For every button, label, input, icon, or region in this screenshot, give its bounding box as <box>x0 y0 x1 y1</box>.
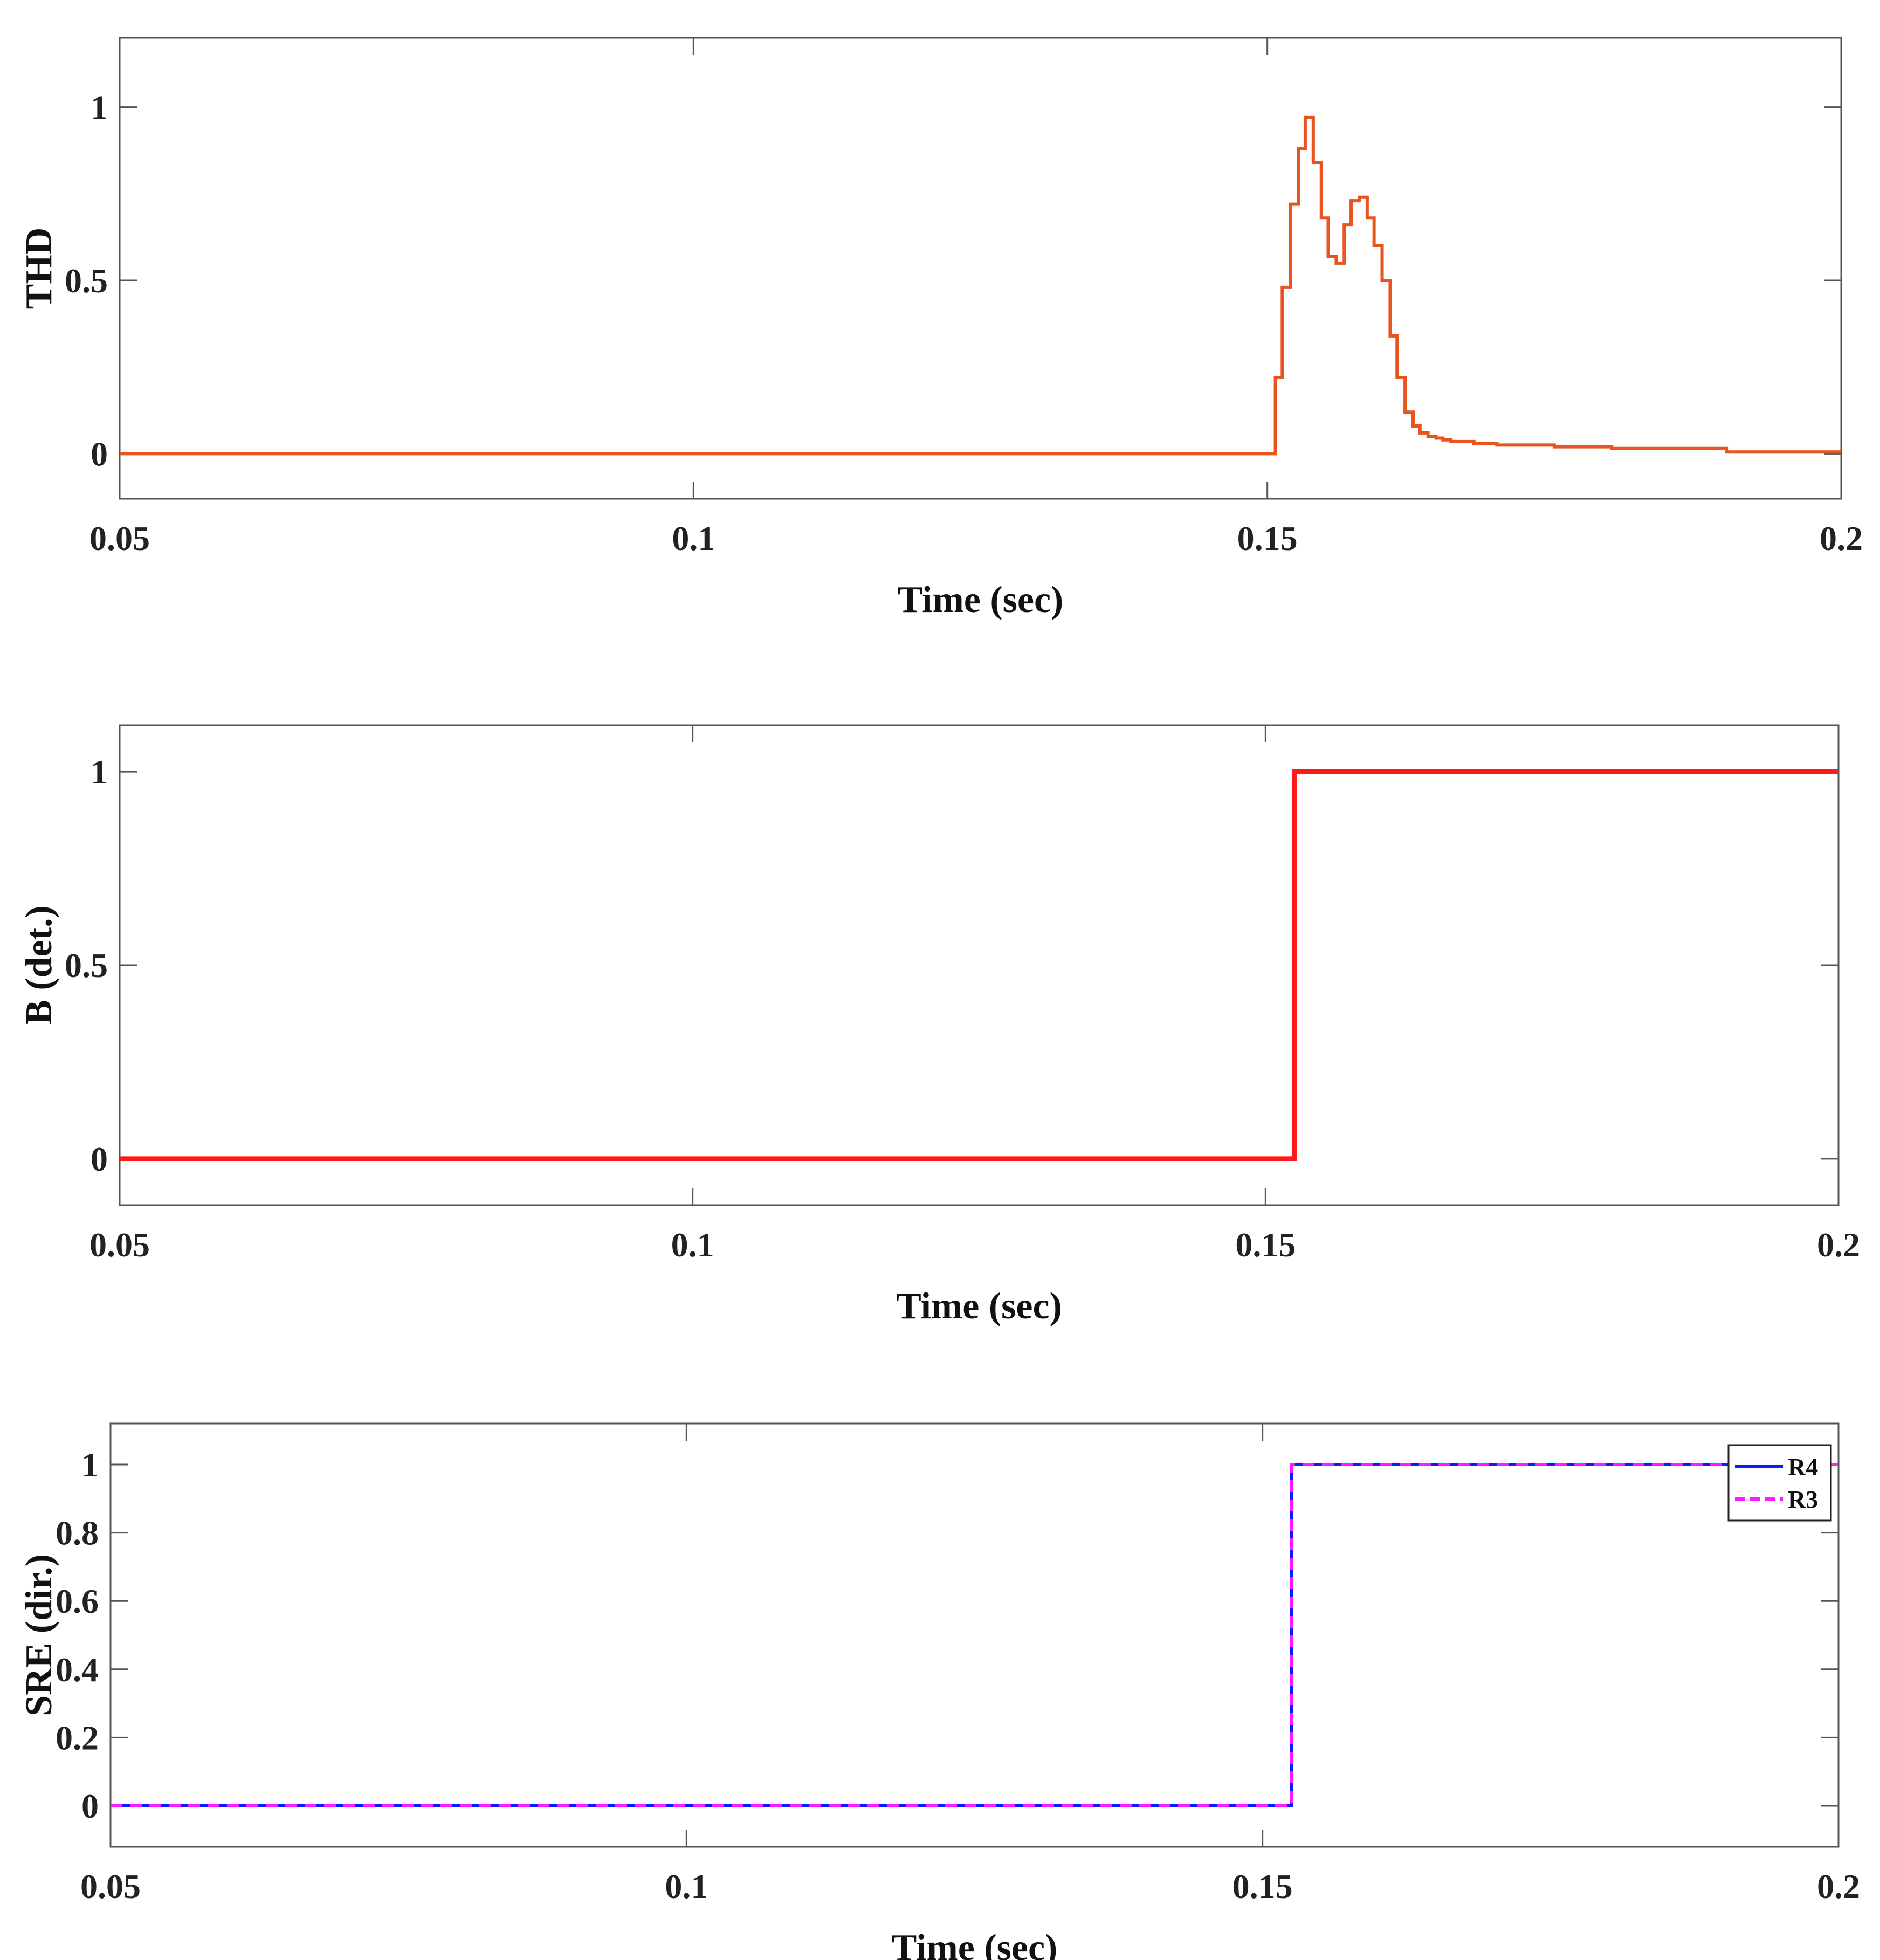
thd-y-tick-label: 1 <box>91 88 108 127</box>
b-det-y-tick-label: 1 <box>91 753 108 791</box>
b-det-y-tick-label: 0 <box>91 1140 108 1178</box>
sre-dir-y-tick-label: 0 <box>81 1787 99 1825</box>
sre-dir-x-tick-label: 0.15 <box>1232 1867 1293 1906</box>
chart-thd: 0.05 0.1 0.15 0.2 0 0.5 1 Time (sec) THD <box>18 37 1863 621</box>
b-det-x-tick-label: 0.05 <box>89 1226 150 1264</box>
thd-x-tick-label: 0.15 <box>1237 519 1298 558</box>
b-det-x-tick-label: 0.2 <box>1817 1226 1860 1264</box>
sre-dir-legend-box <box>1727 1444 1832 1522</box>
sre-dir-y-tick-label: 0.6 <box>56 1582 99 1620</box>
sre-dir-axes-frame <box>109 1422 1840 1848</box>
b-det-y-tick-label: 0.5 <box>65 946 108 985</box>
sre-dir-y-tick-label: 1 <box>81 1446 99 1484</box>
chart-b-det: 0.05 0.1 0.15 0.2 0 0.5 1 Time (sec) B (det.) <box>18 724 1860 1327</box>
thd-x-tick-label: 0.05 <box>89 519 150 558</box>
sre-dir-x-tick-label: 0.1 <box>665 1867 708 1906</box>
sre-dir-y-tick-label: 0.2 <box>56 1718 99 1757</box>
b-det-x-tick-label: 0.1 <box>671 1226 714 1264</box>
b-det-x-axis-label: Time (sec) <box>896 1285 1062 1327</box>
thd-axes-frame <box>119 37 1842 500</box>
b-det-series-line-0 <box>120 769 1838 1161</box>
sre-dir-y-tick-label: 0.4 <box>56 1650 99 1689</box>
b-det-y-axis-label: B (det.) <box>18 905 60 1025</box>
sre-dir-y-axis-label: SRE (dir.) <box>18 1554 60 1716</box>
sre-dir-legend-label-r3: R3 <box>1788 1486 1818 1513</box>
thd-y-tick-label: 0.5 <box>65 262 108 300</box>
thd-x-tick-label: 0.2 <box>1820 519 1863 558</box>
thd-y-axis-label: THD <box>18 228 60 310</box>
sre-dir-x-axis-label: Time (sec) <box>892 1927 1058 1960</box>
thd-series-line-0 <box>120 115 1841 456</box>
sre-dir-series-line-r3 <box>111 1462 1838 1808</box>
sre-dir-x-tick-label: 0.05 <box>80 1867 141 1906</box>
thd-y-tick-label: 0 <box>91 435 108 473</box>
sre-dir-x-tick-label: 0.2 <box>1817 1867 1860 1906</box>
thd-x-tick-label: 0.1 <box>672 519 715 558</box>
chart-sre-dir: 0.05 0.1 0.15 0.2 0 0.2 0.4 0.6 0.8 1 Time (sec) SR… <box>18 1422 1860 1960</box>
b-det-x-tick-label: 0.15 <box>1235 1226 1296 1264</box>
sre-dir-legend-label-r4: R4 <box>1788 1453 1818 1481</box>
sre-dir-y-tick-label: 0.8 <box>56 1514 99 1552</box>
thd-x-axis-label: Time (sec) <box>898 579 1064 621</box>
